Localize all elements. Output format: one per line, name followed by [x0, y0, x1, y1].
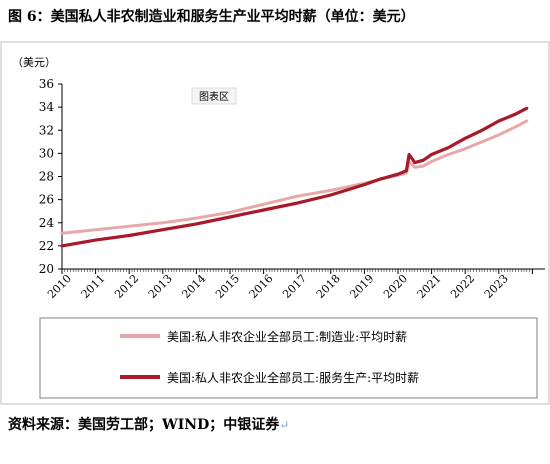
x-tick-label: 2015: [213, 272, 242, 301]
x-tick-label: 2013: [146, 272, 175, 301]
series-line-services: [60, 106, 529, 248]
y-tick-label: 26: [39, 193, 54, 207]
x-tick-label: 2014: [179, 272, 208, 301]
x-tick-label: 2016: [247, 272, 276, 301]
x-tick-label: 2018: [314, 272, 343, 301]
source-text: 资料来源：美国劳工部；WIND；中银证券: [8, 417, 280, 433]
legend-box: [39, 317, 538, 399]
y-tick-label: 32: [39, 123, 54, 137]
y-tick-label: 28: [39, 170, 54, 184]
return-mark: ↵: [279, 418, 290, 432]
legend-label-services: 美国:私人非农企业全部员工:服务生产:平均时薪: [167, 370, 419, 385]
y-axis-unit-label: （美元）: [12, 56, 56, 69]
x-tick-label: 2021: [415, 272, 444, 301]
chart-area-label-box: [191, 87, 237, 105]
chart-frame: [0, 41, 550, 405]
y-tick-label: 22: [39, 239, 54, 253]
figure-title: 图 6：美国私人非农制造业和服务生产业平均时薪（单位：美元）: [8, 9, 415, 25]
y-tick-label: 36: [39, 77, 54, 91]
x-tick-label: 2020: [381, 272, 410, 301]
x-tick-label: 2019: [347, 272, 376, 301]
source-note: 资料来源：美国劳工部；WIND；中银证券↵: [8, 414, 289, 434]
y-tick-label: 30: [39, 146, 54, 160]
y-tick-label: 24: [39, 216, 55, 230]
x-tick-label: 2012: [112, 272, 141, 301]
legend-label-manufacturing: 美国:私人非农企业全部员工:制造业:平均时薪: [167, 329, 407, 344]
x-tick-label: 2010: [45, 272, 74, 301]
x-tick-label: 2023: [482, 272, 511, 301]
x-tick-label: 2011: [79, 272, 108, 301]
x-tick-label: 2022: [448, 272, 477, 301]
series-line-manufacturing: [60, 119, 529, 235]
chart-area-label: 图表区: [199, 90, 229, 103]
y-tick-label: 34: [39, 100, 55, 114]
y-tick-label: 20: [39, 262, 54, 276]
x-tick-label: 2017: [280, 272, 309, 301]
